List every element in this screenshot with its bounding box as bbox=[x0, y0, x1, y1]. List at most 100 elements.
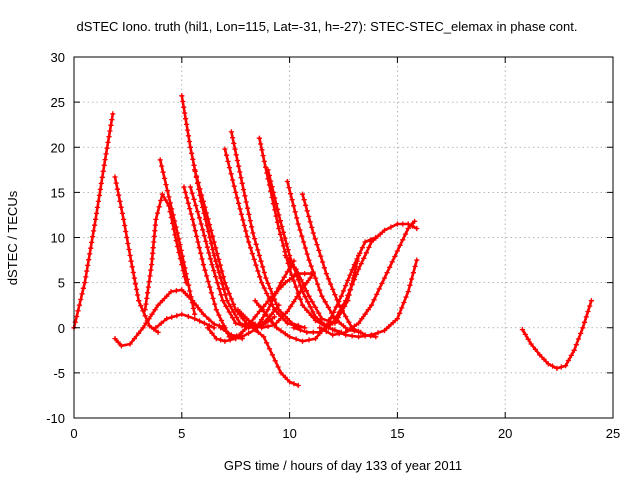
data-point-marker bbox=[302, 271, 308, 277]
data-point-marker bbox=[264, 290, 270, 297]
data-point-marker bbox=[158, 320, 164, 326]
data-point-marker bbox=[146, 323, 153, 329]
data-point-marker bbox=[304, 280, 310, 286]
data-point-marker bbox=[289, 262, 296, 268]
data-point-marker bbox=[255, 268, 261, 274]
data-point-marker bbox=[252, 236, 258, 242]
data-point-marker bbox=[374, 291, 380, 297]
data-point-marker bbox=[252, 321, 258, 327]
data-point-marker bbox=[336, 299, 342, 305]
data-point-marker bbox=[135, 292, 141, 298]
data-point-marker bbox=[142, 313, 148, 319]
data-point-marker bbox=[78, 296, 84, 303]
data-point-marker bbox=[288, 303, 294, 310]
data-point-marker bbox=[186, 282, 192, 288]
data-point-marker bbox=[410, 270, 416, 276]
data-point-marker bbox=[263, 311, 269, 317]
data-point-marker bbox=[201, 320, 207, 326]
data-point-marker bbox=[152, 228, 158, 234]
data-point-marker bbox=[312, 275, 319, 281]
data-point-marker bbox=[275, 285, 281, 291]
data-point-marker bbox=[306, 293, 312, 299]
y-tick-label: 20 bbox=[51, 140, 65, 155]
data-point-marker bbox=[247, 218, 253, 224]
data-point-marker bbox=[328, 315, 334, 321]
data-point-marker bbox=[284, 308, 290, 315]
data-point-marker bbox=[239, 334, 245, 340]
data-point-marker bbox=[279, 237, 285, 243]
data-point-marker bbox=[88, 245, 94, 251]
data-point-marker bbox=[211, 252, 217, 259]
data-point-marker bbox=[312, 304, 319, 310]
data-point-marker bbox=[214, 280, 220, 286]
data-point-marker bbox=[202, 267, 208, 273]
data-point-marker bbox=[218, 337, 224, 343]
data-point-marker bbox=[200, 262, 206, 268]
data-point-marker bbox=[159, 163, 165, 169]
data-point-marker bbox=[142, 307, 148, 313]
data-point-marker bbox=[294, 294, 300, 300]
gridlines bbox=[74, 57, 613, 418]
data-point-marker bbox=[182, 110, 188, 116]
data-point-marker bbox=[193, 173, 200, 179]
data-point-marker bbox=[204, 244, 210, 250]
data-point-marker bbox=[94, 204, 101, 210]
data-point-marker bbox=[116, 192, 122, 198]
data-point-marker bbox=[240, 217, 246, 223]
data-point-marker bbox=[209, 330, 215, 336]
data-point-marker bbox=[261, 285, 267, 291]
data-point-marker bbox=[276, 317, 282, 324]
data-point-marker bbox=[297, 227, 303, 233]
data-point-marker bbox=[219, 268, 225, 274]
data-point-marker bbox=[325, 323, 331, 329]
data-point-marker bbox=[89, 239, 95, 245]
data-point-marker bbox=[297, 296, 303, 302]
data-point-marker bbox=[377, 231, 383, 237]
data-point-marker bbox=[193, 302, 199, 308]
data-point-marker bbox=[242, 193, 248, 199]
data-point-marker bbox=[568, 352, 574, 358]
data-point-marker bbox=[216, 312, 222, 318]
data-point-marker bbox=[200, 311, 206, 317]
data-point-marker bbox=[150, 250, 156, 256]
data-point-marker bbox=[184, 127, 191, 133]
data-point-marker bbox=[219, 281, 225, 287]
data-point-marker bbox=[173, 288, 179, 294]
data-point-marker bbox=[231, 140, 237, 146]
data-point-marker bbox=[114, 186, 120, 192]
data-point-marker bbox=[386, 323, 392, 330]
data-point-marker bbox=[401, 299, 407, 306]
data-point-marker bbox=[112, 336, 118, 342]
data-point-marker bbox=[545, 361, 551, 367]
data-point-marker bbox=[412, 263, 418, 269]
data-point-marker bbox=[356, 328, 362, 334]
x-tick-label: 0 bbox=[70, 426, 77, 441]
data-point-marker bbox=[164, 316, 170, 322]
data-point-marker bbox=[284, 320, 290, 326]
data-point-marker bbox=[307, 304, 313, 310]
data-point-marker bbox=[272, 358, 278, 364]
data-point-marker bbox=[222, 338, 228, 344]
x-axis-label: GPS time / hours of day 133 of year 2011 bbox=[224, 458, 462, 473]
axis-ticks: 0 5 10 15 20 25 -10 -5 0 5 10 15 20 25 30 bbox=[46, 50, 620, 441]
data-point-marker bbox=[309, 299, 315, 305]
data-point-marker bbox=[282, 374, 288, 380]
data-point-marker bbox=[101, 162, 107, 168]
data-point-marker bbox=[121, 216, 127, 222]
data-point-marker bbox=[279, 223, 285, 230]
data-point-marker bbox=[257, 274, 263, 280]
data-point-marker bbox=[230, 135, 236, 141]
data-point-marker bbox=[256, 135, 262, 141]
data-point-marker bbox=[581, 319, 588, 325]
data-point-marker bbox=[119, 210, 125, 216]
data-point-marker bbox=[195, 209, 201, 215]
data-point-marker bbox=[236, 200, 242, 206]
data-point-marker bbox=[351, 323, 357, 329]
data-point-marker bbox=[97, 186, 103, 192]
data-point-marker bbox=[189, 190, 195, 196]
data-point-marker bbox=[198, 250, 204, 256]
data-point-marker bbox=[397, 310, 403, 316]
data-point-marker bbox=[96, 192, 102, 198]
y-tick-label: 10 bbox=[51, 231, 65, 246]
data-point-marker bbox=[304, 208, 310, 214]
